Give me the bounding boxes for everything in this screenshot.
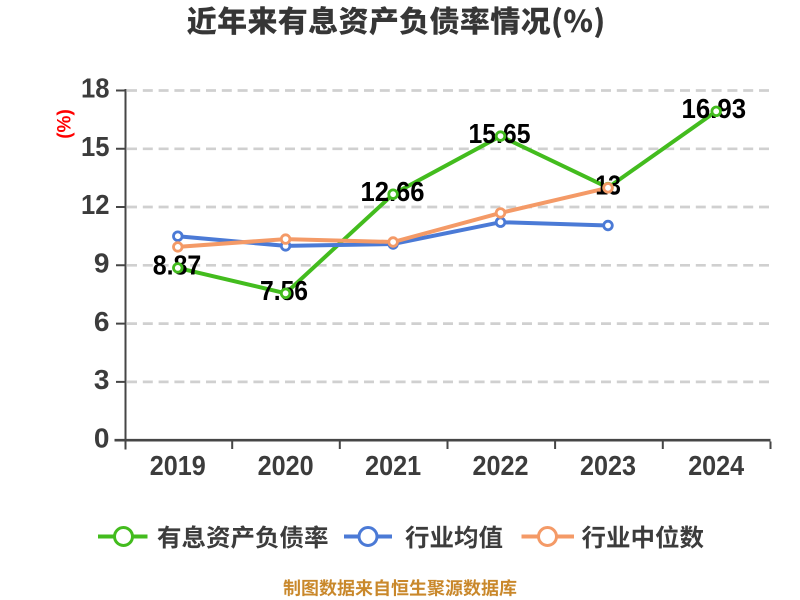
svg-text:2020: 2020 [258,450,314,481]
svg-text:3: 3 [94,364,110,395]
svg-text:18: 18 [81,73,110,104]
svg-text:(%): (%) [55,109,76,139]
svg-text:2024: 2024 [688,450,744,481]
svg-text:2022: 2022 [473,450,529,481]
svg-text:2021: 2021 [365,450,421,481]
svg-text:6: 6 [94,306,110,337]
svg-text:2019: 2019 [150,450,206,481]
svg-text:0: 0 [94,422,110,453]
svg-text:2023: 2023 [580,450,636,481]
svg-text:9: 9 [94,248,110,279]
svg-text:12: 12 [81,189,110,220]
svg-text:15: 15 [81,131,110,162]
